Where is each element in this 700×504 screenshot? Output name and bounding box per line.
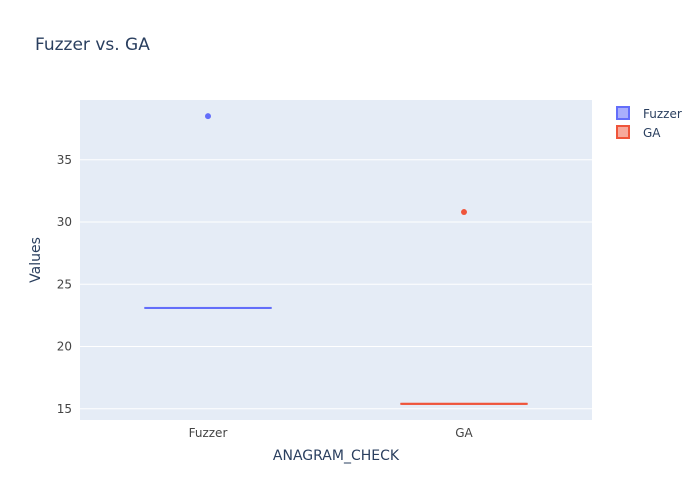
outlier-point bbox=[205, 113, 211, 119]
legend-swatch bbox=[617, 107, 629, 119]
legend-swatch bbox=[617, 126, 629, 138]
chart-title: Fuzzer vs. GA bbox=[35, 35, 150, 55]
x-axis-title: ANAGRAM_CHECK bbox=[273, 448, 400, 464]
x-tick-label: Fuzzer bbox=[189, 426, 228, 440]
legend-label: GA bbox=[643, 126, 661, 140]
y-tick-label: 35 bbox=[57, 153, 72, 167]
plot-area bbox=[80, 100, 592, 420]
plot-background-layer bbox=[80, 100, 592, 420]
legend-label: Fuzzer bbox=[643, 107, 682, 121]
legend[interactable]: Fuzzer GA bbox=[617, 107, 682, 140]
legend-item[interactable]: GA bbox=[617, 126, 661, 140]
y-tick-label: 30 bbox=[57, 215, 72, 229]
outlier-point bbox=[461, 209, 467, 215]
legend-item[interactable]: Fuzzer bbox=[617, 107, 682, 121]
y-axis-title: Values bbox=[28, 237, 44, 283]
y-tick-label: 25 bbox=[57, 277, 72, 291]
y-tick-label: 15 bbox=[57, 402, 72, 416]
y-tick-label: 20 bbox=[57, 340, 72, 354]
x-tick-label: GA bbox=[455, 426, 473, 440]
